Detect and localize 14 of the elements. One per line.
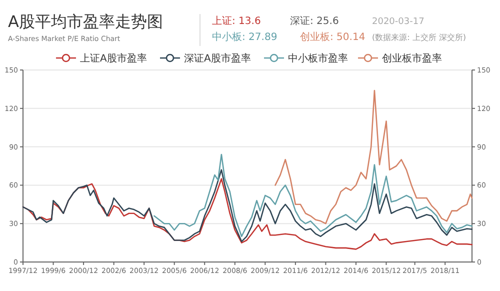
text: 上证: 13.6 xyxy=(212,15,261,27)
legend-label: 上证A股市盈率 xyxy=(80,52,147,64)
line-series xyxy=(154,154,473,238)
text: 中小板: 27.89 xyxy=(212,31,278,43)
line-series xyxy=(22,169,473,242)
line-series xyxy=(274,90,473,224)
text: 2020-03-17 xyxy=(372,17,424,27)
text: 深证: 25.6 xyxy=(290,15,339,27)
legend-label: 中小板市盈率 xyxy=(288,52,348,64)
text: 创业板: 50.14 xyxy=(300,31,366,43)
chart-title: A股平均市盈率走势图 xyxy=(8,12,163,31)
legend-label: 深证A股市盈率 xyxy=(184,52,251,64)
text: (数据来源: 上交所 深交所) xyxy=(372,33,466,42)
legend-label: 创业板市盈率 xyxy=(382,52,442,64)
